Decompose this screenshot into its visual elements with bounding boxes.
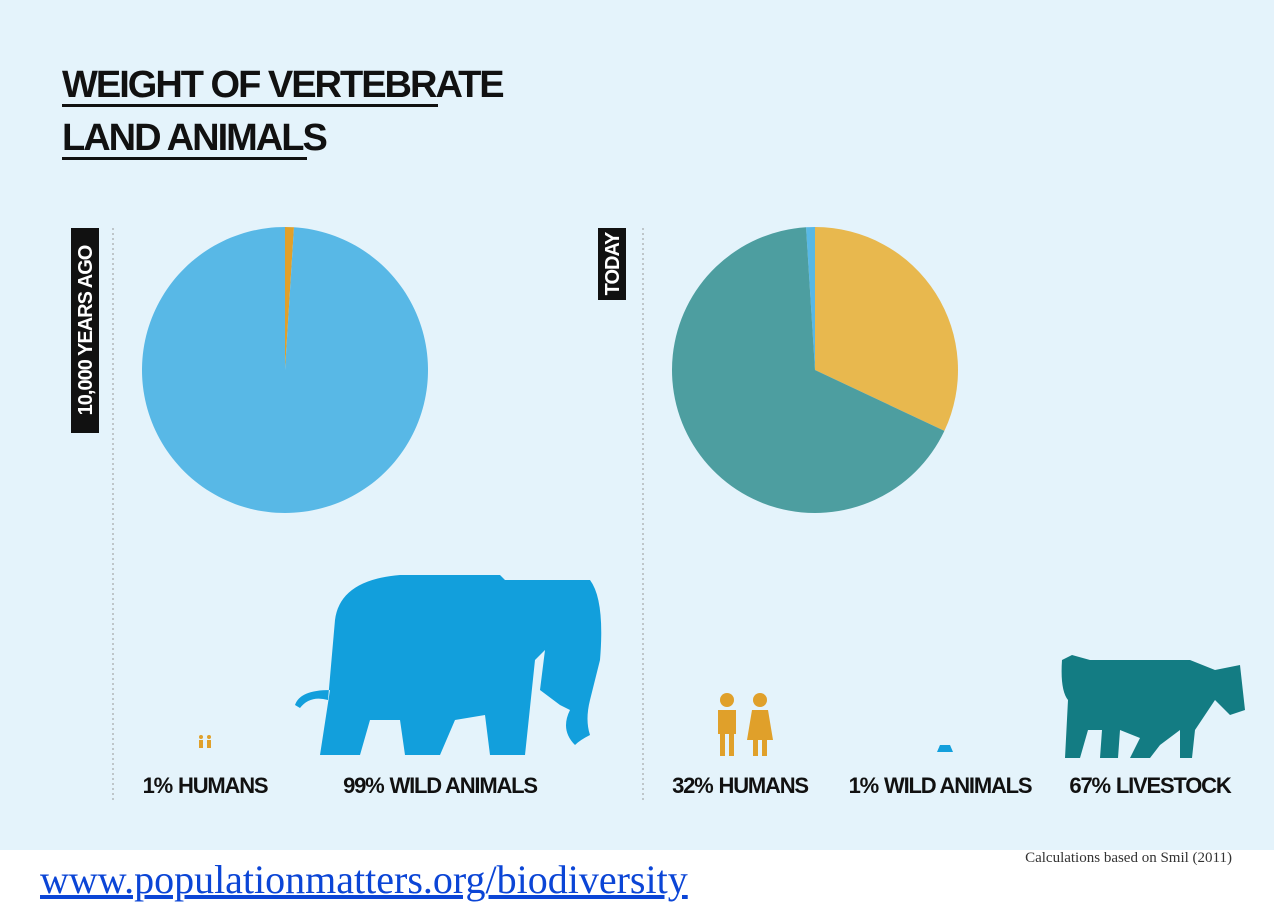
pie-slice: [141, 227, 428, 514]
value-label: 1%: [143, 773, 173, 798]
slice-label: 1% WILD ANIMALS: [849, 773, 1032, 798]
title-line: WEIGHT OF VERTEBRATE: [62, 64, 503, 106]
value-label: 67%: [1069, 773, 1110, 798]
slice-label: 32% HUMANS: [672, 773, 808, 798]
pie-slice: [285, 227, 294, 370]
title-underline: [62, 157, 307, 160]
title-line: LAND ANIMALS: [62, 117, 326, 159]
value-label: 99%: [343, 773, 384, 798]
value-label: 1%: [849, 773, 879, 798]
source-note: Calculations based on Smil (2011): [1025, 850, 1232, 866]
title-underline: [62, 104, 438, 107]
wild-icon: [937, 745, 953, 752]
humans-icon: [718, 693, 773, 756]
slice-label: 67% LIVESTOCK: [1069, 773, 1231, 798]
pie-slice: [806, 227, 815, 370]
category-label: HUMANS: [178, 773, 268, 798]
chart-title: TODAY: [602, 231, 624, 295]
chart-title: 10,000 YEARS AGO: [75, 245, 97, 415]
category-label: LIVESTOCK: [1116, 773, 1232, 798]
slice-label: 99% WILD ANIMALS: [343, 773, 537, 798]
pie-slice: [815, 227, 958, 431]
link[interactable]: www.populationmatters.org/biodiversity: [40, 857, 688, 902]
elephant-icon: [295, 575, 602, 755]
value-label: 32%: [672, 773, 713, 798]
category-label: WILD ANIMALS: [884, 773, 1032, 798]
chart-title-box: [71, 228, 99, 433]
cow-icon: [1061, 655, 1245, 758]
chart-title-box: [598, 228, 626, 300]
pie-slice: [672, 227, 945, 514]
slice-label: 1% HUMANS: [143, 773, 268, 798]
category-label: HUMANS: [719, 773, 809, 798]
category-label: WILD ANIMALS: [390, 773, 538, 798]
humans-icon: [199, 735, 211, 748]
